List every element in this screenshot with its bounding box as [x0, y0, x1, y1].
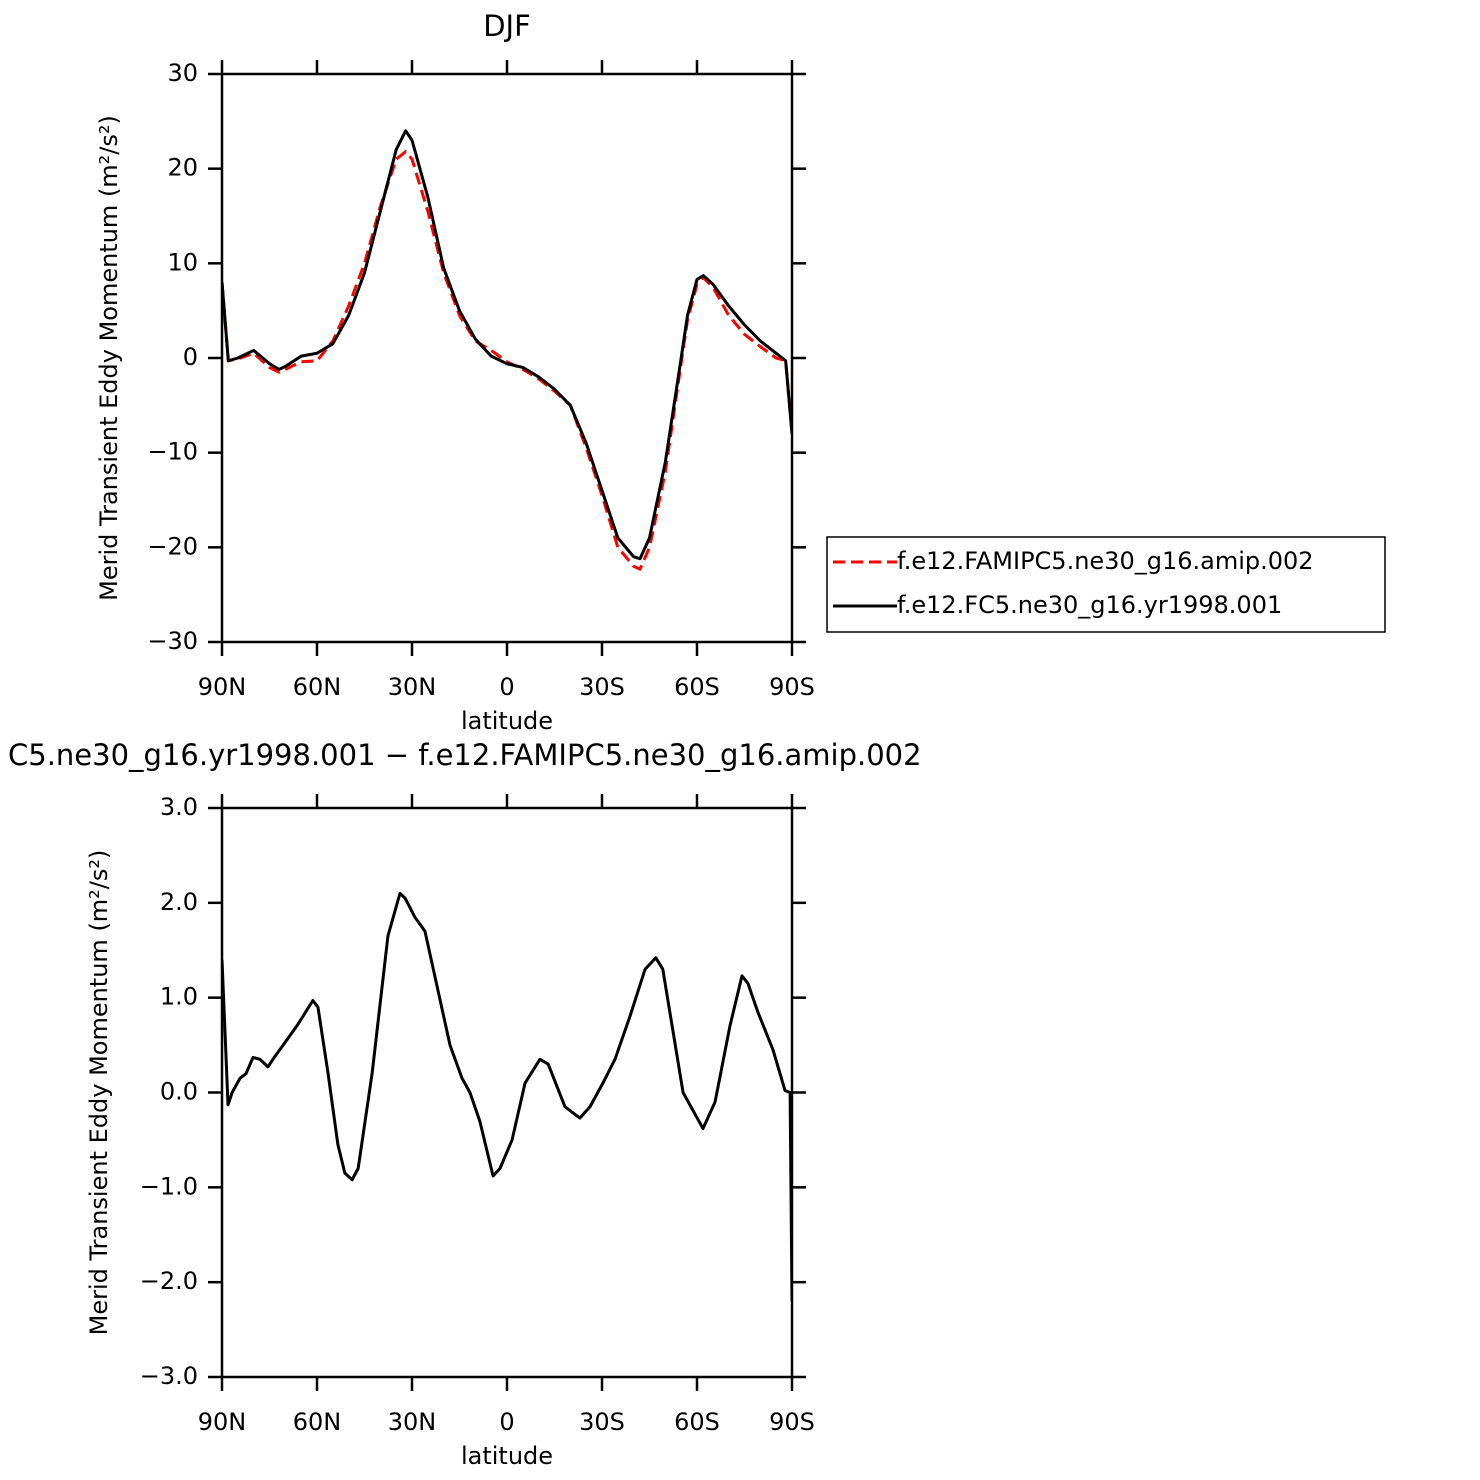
y-tick-label: −30 [147, 627, 198, 655]
legend-box [826, 536, 1386, 633]
x-tick-label: 60N [293, 1408, 342, 1436]
y-tick-label: 30 [167, 59, 198, 87]
y-tick-label: −1.0 [140, 1172, 198, 1200]
y-tick-label: −3.0 [140, 1362, 198, 1390]
y-tick-label: −20 [147, 532, 198, 560]
y-tick-label: 0 [183, 343, 198, 371]
plot-frame [220, 806, 794, 1379]
legend-label: f.e12.FC5.ne30_g16.yr1998.001 [897, 591, 1282, 619]
data-line [222, 129, 792, 561]
y-tick-label: 3.0 [160, 793, 198, 821]
x-tick-label: 90S [769, 1408, 815, 1436]
y-tick-label: 1.0 [160, 983, 198, 1011]
x-tick-label: 30S [579, 673, 625, 701]
y-tick-label: 10 [167, 248, 198, 276]
x-tick-label: 0 [499, 673, 514, 701]
y-tick-label: −10 [147, 438, 198, 466]
y-axis-label: Merid Transient Eddy Momentum (m²/s²) [95, 115, 123, 601]
plot-frame [220, 72, 794, 644]
x-tick-label: 30N [388, 1408, 437, 1436]
x-tick-label: 60S [674, 673, 720, 701]
x-axis-label: latitude [461, 707, 553, 735]
chart-title: DJF [483, 9, 531, 43]
data-line [222, 150, 792, 571]
x-tick-label: 60N [293, 673, 342, 701]
x-tick-label: 90N [198, 1408, 247, 1436]
plot-lines [222, 891, 792, 1302]
chart-title: C5.ne30_g16.yr1998.001 − f.e12.FAMIPC5.n… [8, 738, 922, 772]
data-line [222, 891, 792, 1302]
x-tick-label: 30N [388, 673, 437, 701]
y-tick-label: 0.0 [160, 1078, 198, 1106]
x-tick-label: 0 [499, 1408, 514, 1436]
y-tick-label: −2.0 [140, 1267, 198, 1295]
y-tick-label: 2.0 [160, 888, 198, 916]
x-tick-label: 30S [579, 1408, 625, 1436]
y-tick-label: 20 [167, 154, 198, 182]
y-axis-label: Merid Transient Eddy Momentum (m²/s²) [85, 850, 113, 1336]
legend-label: f.e12.FAMIPC5.ne30_g16.amip.002 [897, 547, 1314, 575]
x-tick-label: 90S [769, 673, 815, 701]
plot-lines [222, 129, 792, 571]
x-axis-label: latitude [461, 1442, 553, 1470]
x-tick-label: 60S [674, 1408, 720, 1436]
x-tick-label: 90N [198, 673, 247, 701]
